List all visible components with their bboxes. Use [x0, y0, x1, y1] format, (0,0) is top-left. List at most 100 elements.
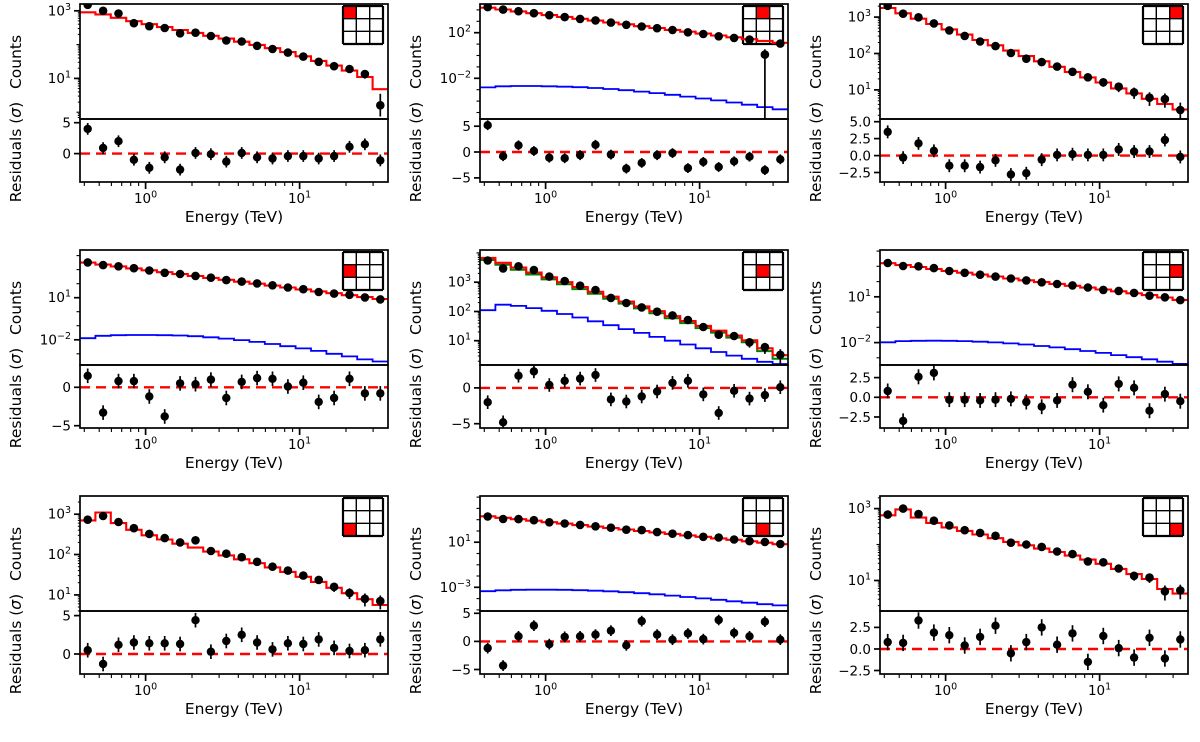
residual-point	[498, 418, 508, 427]
residual-point	[360, 140, 370, 149]
data-point	[1068, 549, 1077, 559]
residual-point	[668, 148, 677, 158]
data-point	[83, 258, 92, 267]
residual-point	[299, 639, 308, 649]
svg-text:2.5: 2.5	[850, 131, 871, 147]
residual-point	[591, 370, 600, 380]
data-point	[560, 12, 569, 22]
residual-point	[329, 393, 339, 403]
residual-point	[668, 635, 677, 644]
svg-text:2.5: 2.5	[850, 370, 871, 386]
residual-point	[1145, 633, 1154, 642]
data-point	[729, 33, 739, 43]
tick-label: 10−3	[440, 578, 471, 596]
residual-point	[929, 146, 939, 155]
axes-frame	[479, 3, 789, 183]
residual-point	[945, 631, 954, 640]
tick-label: 100	[534, 436, 557, 454]
residual-point	[83, 124, 92, 134]
residual-point	[637, 392, 646, 401]
residual-point	[83, 646, 92, 655]
x-axis-label: Energy (TeV)	[585, 208, 683, 226]
data-point	[776, 39, 785, 48]
residuals-axis-label: Residuals (σ)	[807, 102, 825, 202]
residual-point	[945, 161, 954, 170]
data-point	[975, 37, 985, 46]
inset-active-cell	[1169, 264, 1183, 278]
tick-label: 10−2	[440, 69, 471, 87]
residual-point	[1099, 631, 1108, 641]
residual-point	[1022, 637, 1031, 647]
counts-data-points	[883, 4, 1185, 119]
data-point	[591, 522, 600, 531]
data-point	[975, 270, 985, 279]
residual-point	[314, 635, 323, 644]
residual-point	[668, 378, 677, 388]
axes-frame	[479, 495, 789, 675]
residuals-axis-label: Residuals (σ)	[407, 102, 425, 202]
data-point	[237, 552, 246, 562]
axes-frame	[79, 495, 389, 675]
data-point	[1006, 274, 1016, 283]
data-point	[745, 35, 754, 44]
residual-point	[1160, 389, 1170, 399]
inset-locator	[741, 496, 785, 538]
data-point	[1114, 286, 1123, 296]
residuals-axis-label: Residuals (σ)	[407, 348, 425, 448]
inset-locator	[1141, 4, 1185, 46]
data-point	[945, 521, 954, 530]
tick-label: 103	[48, 505, 71, 523]
data-point	[114, 262, 123, 271]
x-ticks: 100 101	[883, 182, 1174, 207]
residual-point	[129, 376, 139, 386]
counts-data-points	[83, 4, 385, 117]
data-point	[98, 511, 108, 521]
inset-locator	[341, 250, 385, 292]
residual-y-ticks: 2.5 0.0 −2.5	[838, 620, 880, 679]
residual-point	[529, 621, 539, 630]
tick-label: 101	[848, 572, 871, 590]
data-point	[960, 268, 969, 278]
data-point	[498, 264, 508, 273]
residual-points	[83, 612, 385, 672]
background-model-line	[480, 85, 788, 111]
residual-point	[145, 639, 154, 648]
data-point	[268, 281, 277, 290]
data-point	[283, 566, 293, 575]
residual-point	[729, 386, 739, 395]
residual-point	[929, 628, 939, 637]
residual-points	[83, 123, 385, 176]
x-axis-label: Energy (TeV)	[985, 208, 1083, 226]
chart-svg: 10−2 101 0 −5 100 101 Energy (TeV) Counts Residu…	[7, 249, 389, 472]
residual-point	[991, 156, 1000, 165]
chart-svg: 101 102 103 5.02.50.0−2.5 100 101 Energy (TeV)…	[807, 3, 1189, 226]
data-point	[206, 31, 216, 41]
data-point	[529, 8, 539, 18]
residual-point	[145, 392, 154, 401]
x-axis-label: Energy (TeV)	[585, 454, 683, 472]
data-point	[929, 19, 939, 28]
background-model-line	[880, 339, 1188, 365]
svg-text:5.0: 5.0	[850, 115, 871, 131]
data-point	[560, 519, 569, 528]
residual-y-ticks: 0 −5	[51, 380, 80, 435]
residual-point	[268, 154, 277, 163]
data-point	[529, 265, 539, 275]
tick-label: 100	[134, 190, 157, 208]
residual-point	[1160, 654, 1170, 663]
residual-point	[1006, 394, 1016, 404]
data-point	[299, 52, 308, 61]
data-point	[376, 295, 385, 304]
residual-point	[160, 639, 169, 648]
residual-point	[699, 157, 708, 167]
residual-y-ticks: 50	[62, 608, 80, 663]
residual-point	[883, 127, 892, 137]
residual-point	[606, 395, 616, 404]
residual-point	[252, 373, 262, 383]
data-point	[114, 9, 123, 18]
residual-point	[883, 386, 892, 396]
residual-point	[606, 150, 616, 159]
data-point	[483, 512, 492, 521]
tick-label: 101	[48, 586, 71, 604]
